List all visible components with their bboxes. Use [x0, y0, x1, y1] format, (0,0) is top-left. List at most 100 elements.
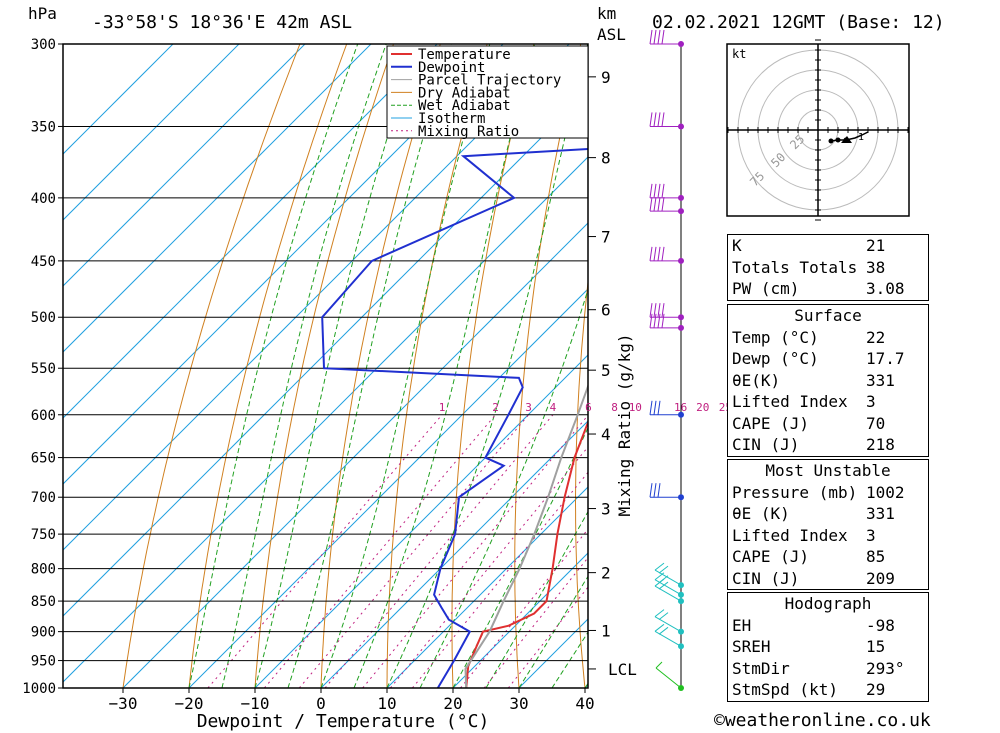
hodograph-value: 293° — [866, 658, 905, 678]
surface-table: Surface Temp (°C) 22 Dewp (°C) 17.7 θE(K) 331… — [727, 304, 929, 457]
surface-value: 22 — [866, 327, 886, 347]
dry-adiabat-line — [451, 44, 535, 688]
temperature-tick-label: 0 — [316, 694, 326, 713]
dry-adiabat-line — [634, 44, 674, 688]
pressure-tick-label: 300 — [31, 37, 56, 53]
wet-adiabat-line — [452, 426, 588, 688]
wind-barb — [649, 29, 681, 45]
wind-level-dot — [678, 194, 684, 201]
temperature-tick-label: 40 — [575, 694, 594, 713]
isotherm-line — [320, 420, 588, 688]
isotherm-line — [63, 44, 504, 485]
wind-barb — [649, 313, 681, 329]
wind-level-dot — [678, 494, 684, 501]
wind-level-dot — [678, 643, 684, 650]
wet-adiabat-line — [485, 510, 588, 688]
wind-barb — [649, 112, 681, 127]
temperature-tick-label: −30 — [109, 694, 138, 713]
mixing-ratio-tick-label: 8 — [611, 401, 618, 414]
temperature-tick-label: −10 — [241, 694, 270, 713]
hodograph-value: 29 — [866, 680, 886, 699]
most-unstable-row: θE (K) 331 — [728, 503, 928, 525]
surface-row: Lifted Index 3 — [728, 391, 928, 413]
height-tick-label: 7 — [601, 228, 611, 247]
isotherm-line — [63, 44, 306, 287]
height-tick-label: 6 — [601, 301, 611, 320]
dry-adiabat-line — [692, 44, 722, 688]
surface-value: 17.7 — [866, 349, 905, 368]
legend-entry: Wet Adiabat — [418, 98, 511, 114]
datetime-title: 02.02.2021 12GMT (Base: 12) — [652, 12, 945, 33]
wet-adiabat-line — [254, 44, 418, 688]
pressure-tick-label: 550 — [31, 361, 56, 377]
most-unstable-value: 85 — [866, 547, 886, 566]
asl-label: ASL — [597, 25, 626, 44]
mixing-ratio-tick-label: 10 — [629, 401, 642, 414]
pressure-tick-label: 400 — [31, 191, 56, 207]
hodograph-table: Hodograph EH -98 SREH 15 StmDir 293° StmSpd (k… — [727, 592, 929, 702]
surface-row: Temp (°C) 22 — [728, 327, 928, 349]
pressure-tick-label: 700 — [31, 490, 56, 506]
isotherm-line — [63, 156, 588, 683]
pressure-tick-label: 750 — [31, 527, 56, 543]
hodograph-point — [835, 137, 841, 143]
index-row: PW (cm) 3.08 — [728, 278, 928, 300]
copyright-link[interactable]: ©weatheronline.co.uk — [714, 710, 931, 731]
wind-level-dot — [678, 123, 684, 130]
mixing-ratio-tick-label: 4 — [550, 401, 557, 414]
pressure-tick-label: 600 — [31, 408, 56, 424]
surface-value: 3 — [866, 392, 876, 411]
hodograph-value: 15 — [866, 637, 886, 656]
location-title: -33°58'S 18°36'E 42m ASL — [92, 12, 353, 33]
pressure-tick-label: 650 — [31, 451, 56, 467]
hodograph-label: SREH — [732, 637, 771, 656]
surface-row: Dewp (°C) 17.7 — [728, 348, 928, 370]
storm-motion-marker — [841, 136, 852, 143]
dry-adiabat-line — [122, 44, 301, 688]
wind-level-dot — [678, 314, 684, 321]
mixing-ratio-tick-label: 2 — [492, 401, 499, 414]
index-value: 3.08 — [866, 279, 905, 298]
isotherm-line — [63, 44, 438, 419]
surface-label: Lifted Index — [732, 392, 848, 411]
most-unstable-row: Pressure (mb) 1002 — [728, 482, 928, 504]
wind-level-dot — [678, 41, 684, 47]
temperature-line — [465, 419, 588, 688]
hodograph-row: SREH 15 — [728, 636, 928, 658]
hodograph-point — [828, 138, 834, 144]
most-unstable-row: Lifted Index 3 — [728, 525, 928, 547]
legend-box — [386, 45, 589, 139]
surface-label: Dewp (°C) — [732, 349, 819, 368]
surface-value: 218 — [866, 435, 895, 454]
surface-row: θE(K) 331 — [728, 370, 928, 392]
dry-adiabat-line — [953, 44, 1000, 688]
wind-barb — [649, 400, 681, 416]
surface-row: CAPE (J) 70 — [728, 413, 928, 435]
isotherm-line — [188, 288, 588, 688]
mixing-ratio-line — [324, 414, 554, 688]
pressure-tick-label: 900 — [31, 625, 56, 641]
isotherm-line — [452, 552, 588, 688]
surface-value: 70 — [866, 413, 886, 433]
wind-barb — [654, 609, 682, 633]
pressure-tick-label: 450 — [31, 254, 56, 270]
temperature-tick-label: 30 — [509, 694, 528, 713]
wind-level-dot — [678, 685, 684, 691]
height-tick-label: 5 — [601, 361, 611, 380]
temperature-tick-label: 10 — [377, 694, 396, 713]
wind-level-dot — [678, 598, 684, 605]
isotherm-line — [63, 90, 588, 617]
surface-value: 331 — [866, 370, 895, 390]
hodograph-row: StmDir 293° — [728, 658, 928, 680]
most-unstable-label: Lifted Index — [732, 525, 848, 545]
height-tick-label: 3 — [601, 500, 611, 519]
plot-frame — [62, 43, 589, 689]
legend-entry: Parcel Trajectory — [418, 73, 561, 89]
index-row: K 21 — [728, 235, 928, 257]
height-tick-label: 4 — [601, 425, 611, 444]
wind-level-dot — [678, 582, 684, 589]
most-unstable-value: 331 — [866, 504, 895, 523]
surface-label: CAPE (J) — [732, 413, 810, 433]
most-unstable-value: 1002 — [866, 482, 905, 502]
surface-title: Surface — [794, 306, 862, 325]
